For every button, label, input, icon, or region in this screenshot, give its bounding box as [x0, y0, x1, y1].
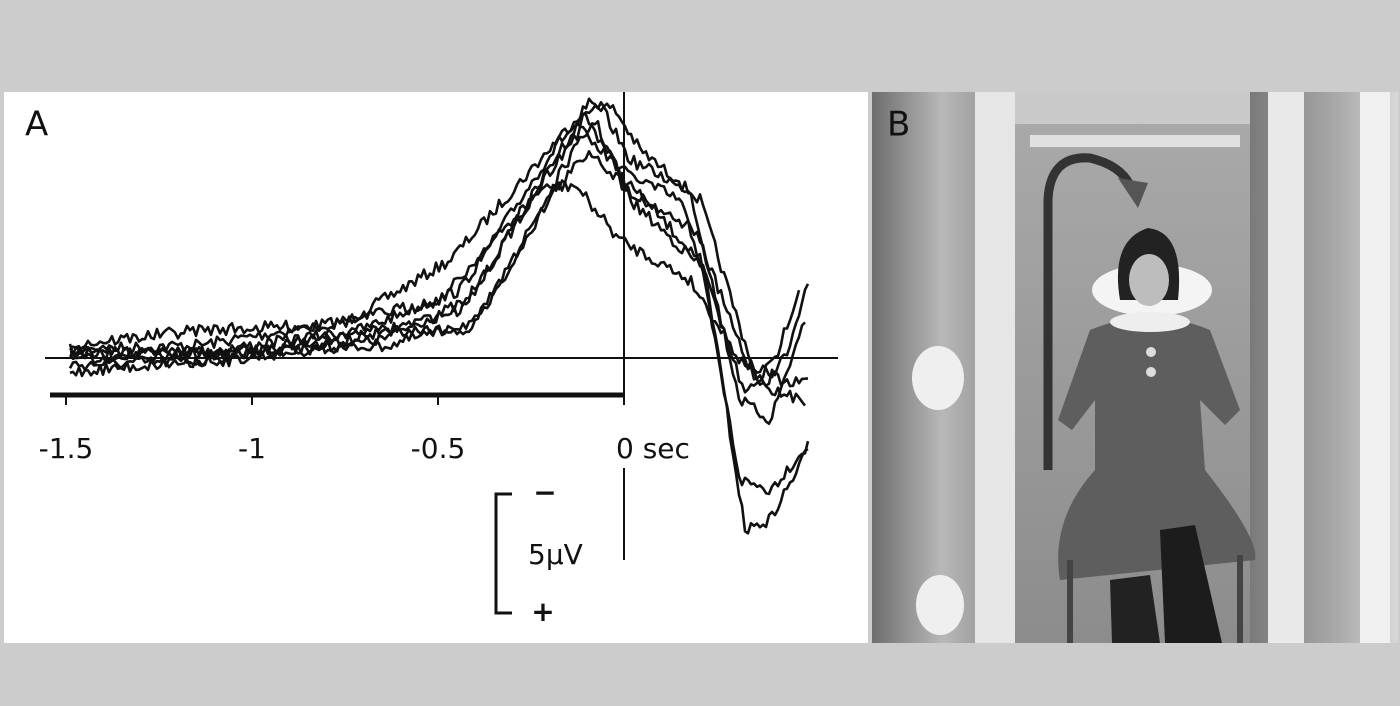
x-tick-label: -0.5: [411, 432, 466, 465]
scale-bottom: +: [531, 595, 554, 628]
eeg-trace: [69, 180, 809, 388]
scale-label: 5µV: [528, 538, 583, 571]
panel-label: A: [25, 105, 48, 145]
panel-label: B: [887, 105, 910, 145]
eeg-trace: [69, 150, 807, 407]
scale-top: −: [533, 476, 556, 509]
x-tick-label: -1.5: [39, 432, 94, 465]
scale-bar: [494, 492, 512, 615]
eeg-trace: [69, 125, 801, 394]
x-tick-label: -1: [238, 432, 266, 465]
x-tick-label: 0 sec: [616, 432, 690, 465]
eeg-traces: [68, 97, 810, 535]
photo: [872, 92, 1398, 643]
